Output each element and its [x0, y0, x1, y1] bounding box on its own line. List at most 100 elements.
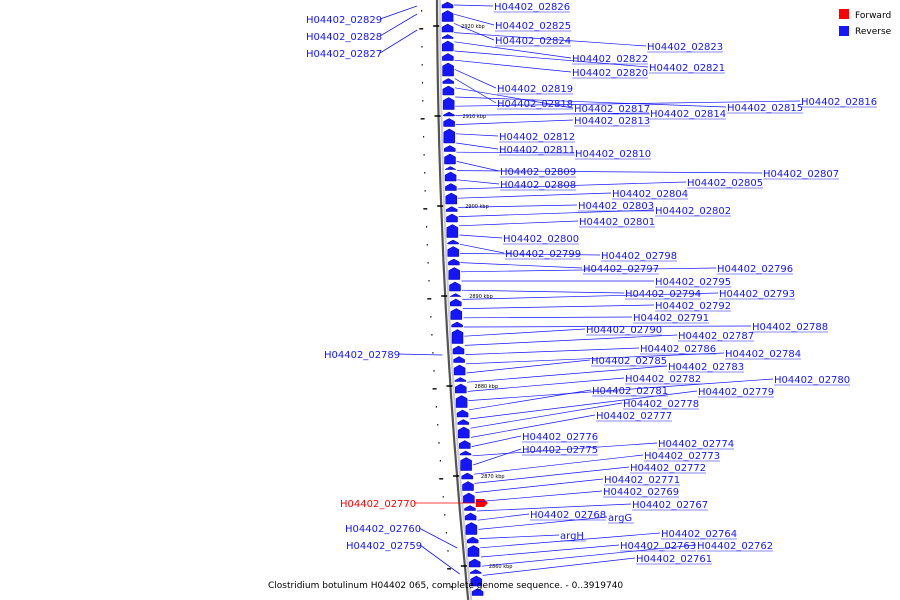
- scale-tick-label: 2890 kbp: [469, 294, 493, 300]
- scale-minor-tick: [421, 64, 423, 66]
- gene-label: H04402_02816: [801, 97, 877, 108]
- gene-label: H04402_02788: [752, 322, 828, 333]
- gene-label-leader: [463, 325, 752, 328]
- gene-label-leader: [473, 448, 522, 466]
- gene-block: [446, 224, 459, 238]
- gene-label: H04402_02763: [620, 541, 696, 552]
- gene-label: H04402_02764: [661, 529, 737, 540]
- scale-tick-label: 2870 kbp: [481, 474, 505, 480]
- legend: Forward Reverse: [839, 9, 892, 37]
- gene-label-leader: [463, 316, 633, 319]
- gene-label-leader: [454, 41, 572, 59]
- gene-block: [460, 457, 472, 471]
- gene-block: [448, 258, 460, 266]
- legend-forward-swatch: [839, 9, 849, 19]
- gene-label-leader: [460, 262, 583, 269]
- gene-label: H04402_02793: [719, 289, 795, 300]
- gene-label: H04402_02777: [596, 411, 672, 422]
- gene-label-leader: [454, 69, 497, 89]
- gene-block: [462, 481, 474, 491]
- gene-label-leader: [460, 253, 601, 256]
- gene-block: [445, 192, 458, 205]
- gene-label: H04402_02798: [601, 251, 677, 262]
- gene-label-leader: [379, 5, 418, 20]
- gene-label-leader: [458, 209, 655, 217]
- scale-minor-tick: [433, 370, 435, 372]
- gene-label: H04402_02820: [572, 68, 648, 79]
- gene-label: H04402_02784: [725, 349, 801, 360]
- gene-block: [443, 118, 455, 127]
- gene-block: [447, 239, 459, 245]
- gene-label: H04402_02821: [649, 63, 725, 74]
- gene-label-leader: [456, 161, 500, 172]
- gene-label-leader: [469, 389, 592, 411]
- gene-label: H04402_02823: [647, 42, 723, 53]
- scale-minor-tick: [419, 28, 424, 30]
- gene-block: [464, 512, 477, 521]
- gene-label-leader: [465, 347, 640, 355]
- gene-label: H04402_02818: [497, 99, 573, 110]
- gene-label-leader: [482, 557, 636, 576]
- gene-label: H04402_02811: [499, 145, 575, 156]
- gene-label: H04402_02817: [574, 104, 650, 115]
- gene-label-leader: [464, 328, 586, 337]
- gene-label-leader: [476, 490, 603, 503]
- gene-label-leader: [459, 234, 503, 239]
- scale-minor-tick: [432, 352, 434, 354]
- gene-label-leader: [453, 4, 494, 7]
- gene-label: H04402_02791: [633, 313, 709, 324]
- gene-label-leader: [397, 353, 443, 356]
- gene-label: H04402_02810: [575, 149, 651, 160]
- gene-label-leader: [454, 50, 649, 68]
- gene-label: H04402_02768: [530, 510, 606, 521]
- gene-block: [445, 206, 458, 212]
- scale-minor-tick: [428, 280, 430, 282]
- gene-block: [450, 298, 462, 307]
- gene-label: H04402_02789: [324, 350, 400, 361]
- gene-label-leader: [478, 516, 608, 530]
- gene-label-leader: [458, 220, 579, 227]
- gene-label-leader: [379, 13, 418, 37]
- gene-block: [447, 246, 460, 257]
- gene-label: H04402_02801: [579, 217, 655, 228]
- gene-label: H04402_02812: [499, 132, 575, 143]
- gene-label: H04402_02813: [574, 116, 650, 127]
- gene-label: H04402_02769: [603, 487, 679, 498]
- gene-label-leader: [454, 13, 495, 26]
- gene-label-leader: [467, 365, 668, 383]
- scale-minor-tick: [445, 532, 447, 534]
- gene-block: [442, 97, 455, 110]
- gene-label: H04402_02819: [497, 84, 573, 95]
- gene-block: [442, 62, 454, 77]
- gene-label: H04402_02780: [774, 375, 850, 386]
- gene-label: H04402_02775: [522, 445, 598, 456]
- gene-block-forward: [475, 499, 488, 507]
- gene-label-leader: [471, 435, 522, 447]
- gene-label-leader: [479, 534, 560, 539]
- gene-label-leader: [457, 181, 687, 190]
- gene-label: H04402_02828: [306, 32, 382, 43]
- gene-block: [444, 171, 457, 182]
- gene-label-leader: [455, 112, 650, 116]
- gene-label: H04402_02814: [650, 109, 726, 120]
- gene-label: H04402_02778: [623, 399, 699, 410]
- gene-block: [441, 23, 454, 33]
- gene-label: H04402_02776: [522, 432, 598, 443]
- gene-block: [442, 85, 455, 96]
- gene-block: [469, 569, 482, 574]
- gene-label-leader: [476, 503, 632, 512]
- gene-label: H04402_02829: [306, 15, 382, 26]
- gene-block: [442, 40, 454, 52]
- gene-label: H04402_02795: [655, 277, 731, 288]
- scale-tick-label: 2860 kbp: [489, 564, 513, 570]
- scale-minor-tick: [431, 334, 433, 336]
- gene-label-leader: [471, 414, 596, 438]
- gene-label: H04402_02770: [340, 499, 416, 510]
- gene-label: H04402_02825: [495, 21, 571, 32]
- scale-minor-tick: [447, 550, 449, 552]
- gene-label: H04402_02786: [640, 344, 716, 355]
- gene-block: [459, 450, 472, 456]
- gene-block: [463, 492, 475, 504]
- scale-minor-tick: [424, 190, 426, 192]
- scale-tick-label: 2920 kbp: [461, 24, 485, 30]
